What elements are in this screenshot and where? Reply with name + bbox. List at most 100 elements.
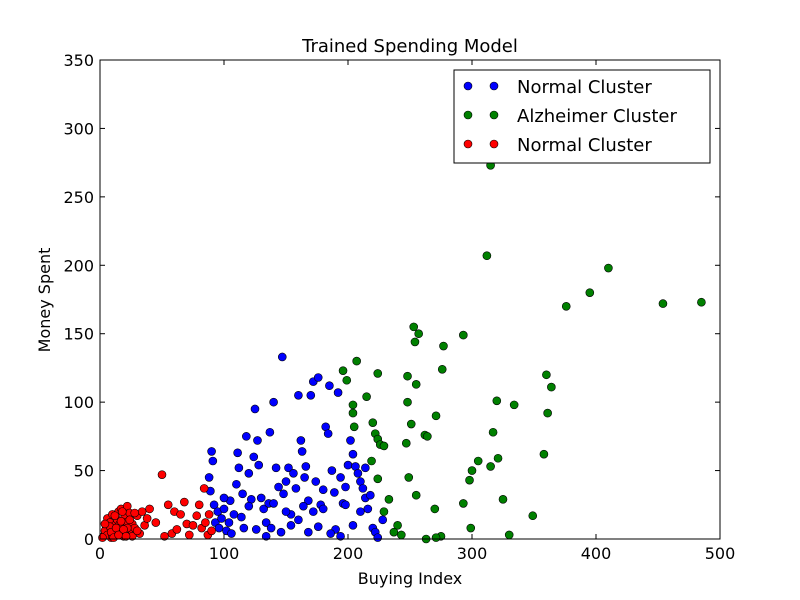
data-point [163, 500, 173, 510]
data-point [176, 510, 185, 519]
data-point [251, 525, 261, 534]
data-point [219, 504, 229, 514]
data-point [336, 473, 345, 482]
data-point [547, 382, 556, 392]
data-point [256, 493, 266, 503]
legend-marker [489, 110, 499, 120]
data-point [327, 466, 337, 475]
data-point [274, 482, 283, 492]
data-point [217, 514, 226, 523]
data-point [318, 485, 328, 495]
data-point [188, 521, 198, 530]
data-point [261, 518, 271, 527]
x-tick-label: 0 [95, 544, 105, 563]
plot-area-frame [99, 59, 721, 540]
data-point [110, 511, 120, 521]
legend-label: Normal Cluster [517, 77, 652, 98]
data-point [362, 392, 371, 401]
data-point [366, 490, 375, 500]
data-point [363, 504, 373, 514]
points-layer [98, 161, 706, 544]
data-point [306, 390, 316, 400]
data-point [358, 484, 368, 493]
data-point [509, 400, 519, 410]
data-point [482, 251, 492, 261]
data-point [234, 463, 244, 473]
data-point [379, 441, 389, 451]
y-tick-label: 200 [63, 256, 94, 275]
data-point [313, 522, 323, 531]
data-point [528, 511, 538, 521]
data-point [373, 533, 383, 542]
data-point [233, 448, 242, 458]
data-point [585, 288, 595, 297]
x-tick-label: 500 [705, 544, 736, 563]
data-point [466, 523, 476, 533]
data-point [277, 352, 287, 362]
data-point [253, 436, 262, 445]
data-point [326, 529, 335, 538]
data-point [118, 507, 127, 516]
legend-marker [463, 110, 473, 120]
y-tick-label: 250 [63, 188, 94, 207]
data-point [473, 456, 483, 466]
data-point [207, 447, 216, 456]
data-point [349, 422, 359, 432]
data-point [542, 370, 551, 380]
data-point [244, 469, 254, 478]
data-point [157, 470, 167, 479]
data-point [201, 518, 210, 527]
data-point [373, 369, 383, 378]
legend-item: Alzheimer Cluster [463, 106, 677, 127]
data-point [297, 447, 307, 456]
data-point [486, 462, 495, 471]
data-point [459, 499, 468, 508]
data-point [430, 504, 440, 514]
data-point [403, 371, 412, 381]
data-point [356, 507, 365, 516]
data-point [389, 527, 399, 537]
data-point [348, 449, 358, 459]
data-point [488, 427, 498, 437]
data-point [250, 404, 260, 414]
x-tick-label: 200 [333, 544, 364, 563]
y-tick-label: 150 [63, 325, 94, 344]
data-point [348, 408, 358, 418]
data-point [465, 475, 474, 485]
data-point [341, 500, 350, 510]
data-point [227, 529, 236, 538]
series-2 [98, 470, 216, 542]
data-point [237, 512, 246, 522]
data-point [459, 330, 468, 340]
x-axis-ticks: 0 100 200 300 400 500 [95, 60, 735, 563]
data-point [294, 515, 303, 525]
data-point [207, 526, 216, 536]
data-point [393, 521, 402, 530]
data-point [539, 449, 549, 459]
data-point [121, 531, 131, 541]
data-point [265, 427, 275, 437]
data-point [504, 530, 514, 540]
series-1 [338, 161, 706, 544]
data-point [281, 507, 291, 516]
data-point [172, 525, 182, 534]
data-point [368, 418, 378, 427]
data-point [254, 460, 264, 470]
y-tick-label: 300 [63, 119, 94, 138]
x-tick-label: 400 [581, 544, 612, 563]
data-point [130, 508, 140, 518]
data-point [142, 514, 152, 523]
data-point [304, 496, 313, 505]
data-point [300, 473, 309, 482]
data-point [100, 519, 110, 529]
data-point [125, 515, 135, 525]
data-point [493, 453, 503, 463]
data-point [294, 390, 303, 400]
data-point [311, 477, 321, 486]
data-point [410, 337, 420, 347]
y-tick-label: 350 [63, 51, 94, 70]
data-point [304, 527, 313, 537]
legend-label: Normal Cluster [517, 135, 652, 156]
data-point [180, 497, 189, 507]
data-point [423, 432, 432, 441]
